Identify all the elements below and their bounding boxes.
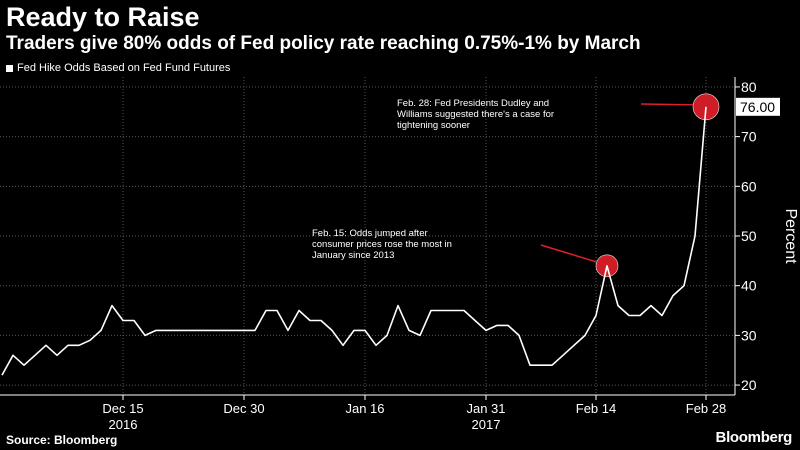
y-axis-label: Percent: [782, 208, 799, 264]
y-tick-label: 40: [741, 278, 757, 294]
annotation-connector: [540, 244, 597, 263]
x-tick-label: Feb 28: [686, 401, 726, 416]
x-tick-label: Feb 14: [576, 401, 616, 416]
y-tick-label: 50: [741, 228, 757, 244]
legend-swatch: [6, 64, 13, 72]
annotation-text: tightening sooner: [397, 120, 470, 131]
source-note: Source: Bloomberg: [6, 433, 118, 447]
x-tick-year-label: 2016: [109, 417, 138, 432]
x-tick-label: Dec 30: [223, 401, 264, 416]
x-tick-label: Dec 15: [102, 401, 143, 416]
x-tick-label: Jan 16: [345, 401, 384, 416]
chart-title: Ready to Raise: [6, 2, 200, 32]
series-line: [1, 106, 707, 376]
y-tick-label: 80: [741, 79, 757, 95]
y-tick-label: 70: [741, 129, 757, 145]
annotation-text: consumer prices rose the most in: [312, 239, 452, 250]
legend: Fed Hike Odds Based on Fed Fund Futures: [6, 62, 230, 74]
chart-subtitle: Traders give 80% odds of Fed policy rate…: [6, 33, 641, 54]
y-tick-label: 30: [741, 327, 757, 343]
bloomberg-logo: Bloomberg: [715, 429, 793, 446]
annotation-text: Feb. 15: Odds jumped after: [312, 228, 428, 239]
annotation-text: Feb. 28: Fed Presidents Dudley and: [397, 98, 549, 109]
last-value-badge: [736, 97, 780, 116]
annotation-text: January since 2013: [312, 250, 394, 261]
x-tick-year-label: 2017: [472, 417, 501, 432]
annotation-text: Williams suggested there's a case for: [397, 109, 554, 120]
last-value-label: 76.00: [740, 99, 775, 115]
annotation-connector: [640, 103, 694, 106]
y-tick-label: 20: [741, 377, 757, 393]
x-tick-label: Jan 31: [466, 401, 505, 416]
y-tick-label: 60: [741, 178, 757, 194]
legend-label: Fed Hike Odds Based on Fed Fund Futures: [17, 62, 231, 74]
